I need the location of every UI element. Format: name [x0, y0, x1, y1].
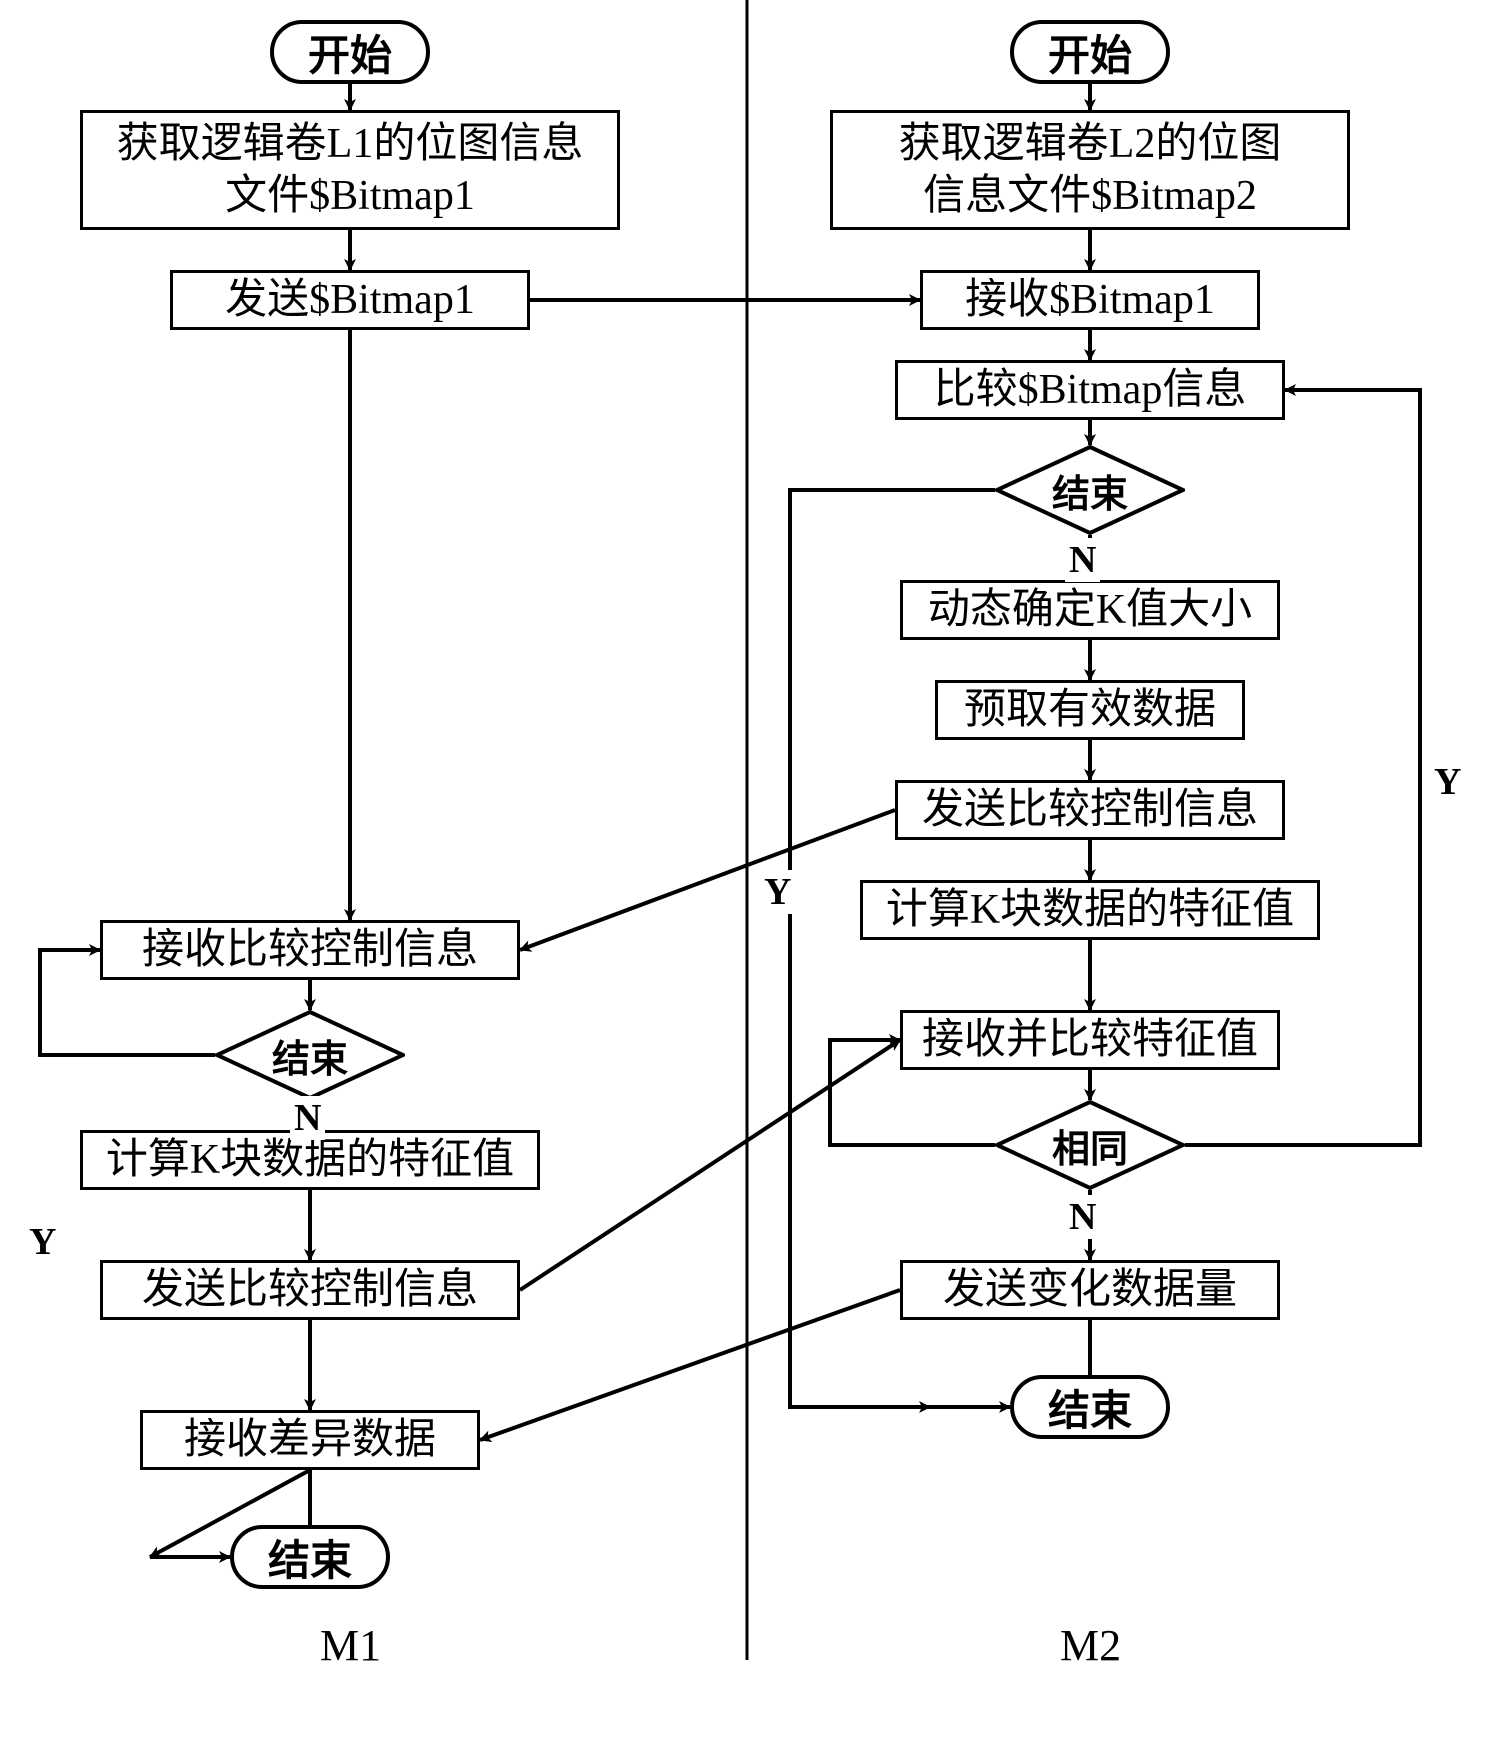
right-n5-text: 预取有效数据 — [964, 684, 1216, 737]
left-end-terminator: 结束 — [230, 1525, 390, 1589]
left-n1-text: 获取逻辑卷L1的位图信息 文件$Bitmap1 — [117, 118, 584, 223]
right-n7-box: 计算K块数据的特征值 — [860, 880, 1320, 940]
left-end-label: 结束 — [268, 1527, 352, 1588]
left-n6-text: 接收差异数据 — [184, 1414, 436, 1467]
right-n6-text: 发送比较控制信息 — [922, 784, 1258, 837]
right-n9-box: 发送变化数据量 — [900, 1260, 1280, 1320]
left-n2-box: 发送$Bitmap1 — [170, 270, 530, 330]
right-end-terminator: 结束 — [1010, 1375, 1170, 1439]
left-n2-text: 发送$Bitmap1 — [225, 274, 475, 327]
left-n5-box: 发送比较控制信息 — [100, 1260, 520, 1320]
left-start-label: 开始 — [308, 22, 392, 83]
left-d1-decision: 结束 — [215, 1010, 405, 1100]
right-start-terminator: 开始 — [1010, 20, 1170, 84]
left-n3-box: 接收比较控制信息 — [100, 920, 520, 980]
right-n8-text: 接收并比较特征值 — [922, 1014, 1258, 1067]
right-d1-n-label: N — [1065, 538, 1100, 582]
right-d2-text: 相同 — [1052, 1118, 1128, 1173]
left-d1-n-label: N — [290, 1096, 325, 1140]
left-d1-y-label: Y — [25, 1220, 60, 1264]
right-d2-y-label: Y — [1430, 760, 1465, 804]
right-n4-text: 动态确定K值大小 — [928, 584, 1252, 637]
right-n7-text: 计算K块数据的特征值 — [886, 884, 1294, 937]
left-n4-text: 计算K块数据的特征值 — [106, 1134, 514, 1187]
right-n5-box: 预取有效数据 — [935, 680, 1245, 740]
right-n2-box: 接收$Bitmap1 — [920, 270, 1260, 330]
right-n8-box: 接收并比较特征值 — [900, 1010, 1280, 1070]
right-d1-decision: 结束 — [995, 445, 1185, 535]
right-n6-box: 发送比较控制信息 — [895, 780, 1285, 840]
right-n1-text: 获取逻辑卷L2的位图 信息文件$Bitmap2 — [899, 118, 1282, 223]
right-n1-box: 获取逻辑卷L2的位图 信息文件$Bitmap2 — [830, 110, 1350, 230]
left-n3-text: 接收比较控制信息 — [142, 924, 478, 977]
right-n3-text: 比较$Bitmap信息 — [934, 364, 1247, 417]
m1-label: M1 — [320, 1620, 381, 1671]
right-n3-box: 比较$Bitmap信息 — [895, 360, 1285, 420]
m2-label: M2 — [1060, 1620, 1121, 1671]
left-n5-text: 发送比较控制信息 — [142, 1264, 478, 1317]
right-d1-y-label: Y — [760, 870, 795, 914]
right-end-label: 结束 — [1048, 1377, 1132, 1438]
left-n6-box: 接收差异数据 — [140, 1410, 480, 1470]
edges-layer — [0, 0, 1494, 1752]
right-d1-text: 结束 — [1052, 463, 1128, 518]
right-d2-n-label: N — [1065, 1195, 1100, 1239]
left-start-terminator: 开始 — [270, 20, 430, 84]
right-n9-text: 发送变化数据量 — [943, 1264, 1237, 1317]
right-start-label: 开始 — [1048, 22, 1132, 83]
right-n2-text: 接收$Bitmap1 — [965, 274, 1215, 327]
left-d1-text: 结束 — [272, 1028, 348, 1083]
right-n4-box: 动态确定K值大小 — [900, 580, 1280, 640]
right-d2-decision: 相同 — [995, 1100, 1185, 1190]
left-n1-box: 获取逻辑卷L1的位图信息 文件$Bitmap1 — [80, 110, 620, 230]
flowchart-container: 开始 获取逻辑卷L1的位图信息 文件$Bitmap1 发送$Bitmap1 接收… — [0, 0, 1494, 1752]
